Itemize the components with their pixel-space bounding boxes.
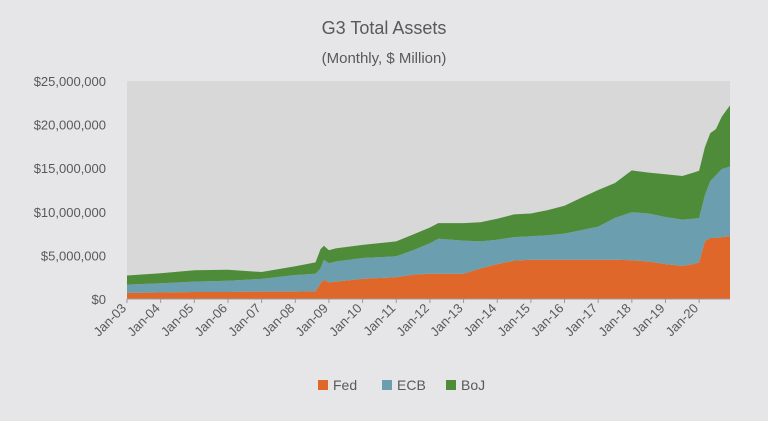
- x-tick-label: Jan-11: [360, 301, 398, 339]
- chart-subtitle: (Monthly, $ Million): [322, 50, 447, 67]
- x-tick-label: Jan-16: [528, 301, 567, 340]
- x-tick-label: Jan-08: [259, 301, 298, 340]
- x-tick-label: Jan-15: [494, 301, 533, 340]
- legend-swatch-fed: [318, 380, 328, 390]
- area-series-group: [127, 105, 730, 299]
- x-tick-label: Jan-09: [292, 301, 331, 340]
- y-tick-label: $20,000,000: [34, 118, 106, 133]
- x-tick-label: Jan-18: [595, 301, 634, 340]
- y-tick-label: $10,000,000: [34, 205, 106, 220]
- y-tick-label: $15,000,000: [34, 161, 106, 176]
- x-tick-label: Jan-17: [562, 301, 601, 340]
- x-tick-label: Jan-13: [427, 301, 466, 340]
- legend-label-boj: BoJ: [461, 377, 485, 393]
- x-tick-label: Jan-10: [326, 301, 365, 340]
- area-fed: [127, 236, 730, 299]
- x-tick-label: Jan-14: [461, 301, 500, 340]
- legend-label-fed: Fed: [333, 377, 357, 393]
- x-tick-label: Jan-07: [225, 301, 264, 340]
- x-tick-label: Jan-06: [191, 301, 230, 340]
- y-tick-label: $25,000,000: [34, 74, 106, 89]
- x-tick-label: Jan-19: [629, 301, 668, 340]
- legend-swatch-ecb: [382, 380, 392, 390]
- legend-label-ecb: ECB: [397, 377, 426, 393]
- x-tick-label: Jan-12: [393, 301, 432, 340]
- legend-swatch-boj: [446, 380, 456, 390]
- area-boj: [127, 105, 730, 285]
- x-tick-label: Jan-20: [663, 301, 702, 340]
- y-tick-label: $0: [92, 292, 106, 307]
- area-ecb: [127, 166, 730, 293]
- chart-title: G3 Total Assets: [322, 18, 447, 38]
- x-tick-label: Jan-04: [124, 301, 163, 340]
- legend: Fed ECB BoJ: [318, 377, 485, 393]
- x-tick-label: Jan-05: [158, 301, 197, 340]
- y-tick-label: $5,000,000: [41, 248, 106, 263]
